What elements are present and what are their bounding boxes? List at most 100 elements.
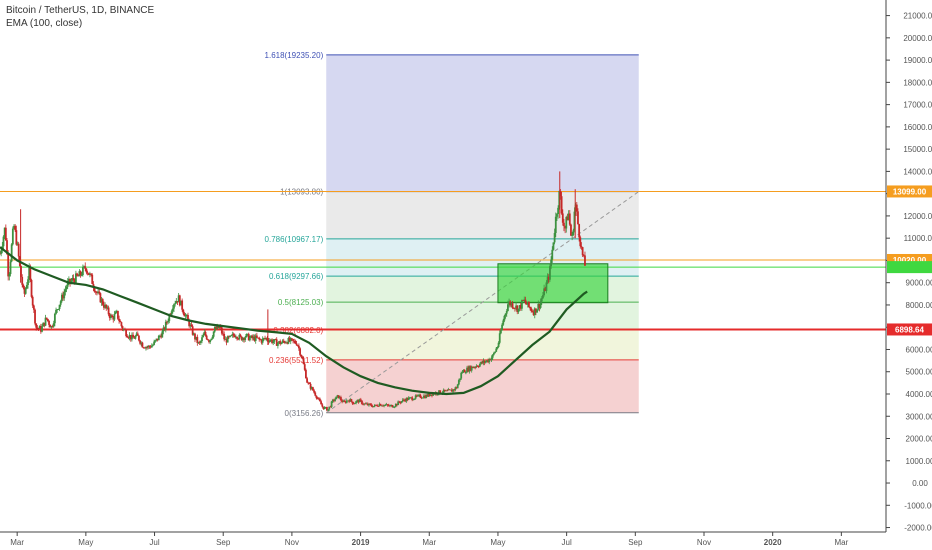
candle-body bbox=[276, 342, 279, 346]
y-tick-label: 17000.00 bbox=[903, 101, 932, 110]
x-tick-label: Mar bbox=[834, 538, 848, 547]
candle-body bbox=[93, 287, 96, 292]
candle-body bbox=[390, 405, 393, 406]
candle-body bbox=[227, 336, 230, 338]
candle-body bbox=[38, 326, 41, 329]
candle-body bbox=[518, 305, 521, 309]
candle-body bbox=[110, 315, 112, 318]
candle-body bbox=[491, 354, 494, 358]
candle-body bbox=[327, 409, 329, 411]
candle-body bbox=[489, 359, 492, 361]
candle-body bbox=[115, 310, 118, 313]
candle-body bbox=[240, 336, 243, 341]
candle-body bbox=[243, 337, 245, 341]
candle-body bbox=[180, 300, 182, 306]
candle-body bbox=[105, 304, 108, 309]
candle-body bbox=[278, 341, 280, 343]
candle-body bbox=[526, 301, 529, 305]
candle-body bbox=[485, 360, 488, 362]
candle-body bbox=[178, 295, 181, 306]
candle-body bbox=[565, 216, 568, 229]
candle-body bbox=[379, 403, 382, 406]
candle-body bbox=[177, 295, 180, 303]
y-tick-label: 12000.00 bbox=[903, 212, 932, 221]
candle-body bbox=[391, 405, 394, 408]
candle-body bbox=[265, 337, 268, 339]
candle-body bbox=[459, 378, 461, 381]
candle-body bbox=[117, 310, 119, 319]
candle-body bbox=[547, 276, 550, 280]
candle-body bbox=[454, 387, 457, 390]
candle-body bbox=[431, 394, 433, 396]
fib-band-0.382 bbox=[326, 302, 639, 330]
candle-body bbox=[393, 406, 396, 408]
candle-body bbox=[289, 338, 292, 342]
candle-body bbox=[330, 401, 333, 407]
x-tick-label: 2020 bbox=[764, 538, 782, 547]
candle-body bbox=[452, 389, 454, 392]
candle-body bbox=[499, 330, 502, 334]
candle-body bbox=[365, 403, 368, 405]
candle-body bbox=[522, 300, 524, 301]
x-tick-label: Nov bbox=[285, 538, 299, 547]
candle-body bbox=[238, 334, 241, 339]
fib-band-0.236 bbox=[326, 329, 639, 360]
candle-body bbox=[183, 313, 186, 317]
candle-body bbox=[551, 249, 554, 260]
candle-body bbox=[87, 273, 90, 275]
candle-body bbox=[283, 341, 286, 344]
candle-body bbox=[173, 304, 175, 309]
candle-body bbox=[447, 389, 450, 391]
candle-body bbox=[521, 300, 523, 309]
candle-body bbox=[0, 253, 1, 255]
candle-body bbox=[78, 271, 81, 277]
candle-body bbox=[231, 334, 234, 336]
candle-body bbox=[563, 222, 565, 227]
candle-body bbox=[549, 266, 551, 280]
candle-body bbox=[411, 397, 414, 400]
x-tick-label: Nov bbox=[697, 538, 711, 547]
indicator-label[interactable]: EMA (100, close) bbox=[6, 18, 83, 29]
symbol-label[interactable]: Bitcoin / TetherUS, 1D, BINANCE bbox=[6, 5, 155, 16]
candle-body bbox=[156, 338, 159, 341]
candle-body bbox=[126, 336, 129, 338]
candle-body bbox=[253, 336, 256, 341]
candle-body bbox=[355, 401, 358, 404]
candle-body bbox=[73, 280, 76, 283]
candle-body bbox=[307, 382, 310, 384]
candle-body bbox=[296, 345, 299, 347]
candle-body bbox=[65, 286, 68, 290]
candle-body bbox=[132, 334, 135, 338]
trend-line bbox=[325, 191, 640, 414]
candle-body bbox=[142, 347, 145, 349]
candle-body bbox=[120, 322, 123, 327]
candle-body bbox=[159, 335, 161, 337]
candle-body bbox=[577, 211, 579, 225]
candle-body bbox=[259, 339, 262, 341]
fib-label-1.618: 1.618(19235.20) bbox=[265, 51, 324, 60]
candle-body bbox=[286, 342, 289, 344]
candle-body bbox=[408, 397, 411, 399]
candle-body bbox=[140, 342, 143, 344]
candle-body bbox=[188, 319, 191, 327]
candle-body bbox=[578, 224, 581, 238]
candle-body bbox=[129, 334, 132, 340]
candle-body bbox=[80, 274, 83, 276]
candle-body bbox=[36, 327, 39, 329]
candle-body bbox=[90, 273, 92, 275]
candle-body bbox=[348, 400, 351, 402]
candle-body bbox=[386, 404, 389, 406]
y-tick-label: 18000.00 bbox=[903, 78, 932, 87]
candle-body bbox=[448, 389, 451, 391]
x-tick-label: Mar bbox=[10, 538, 24, 547]
candle-body bbox=[505, 310, 508, 314]
candle-body bbox=[223, 333, 226, 340]
candle-body bbox=[335, 396, 338, 400]
candle-body bbox=[99, 293, 102, 303]
candle-body bbox=[254, 335, 257, 341]
candle-body bbox=[477, 366, 480, 368]
candle-body bbox=[108, 314, 111, 318]
candle-body bbox=[533, 308, 536, 316]
candle-body bbox=[384, 404, 387, 406]
